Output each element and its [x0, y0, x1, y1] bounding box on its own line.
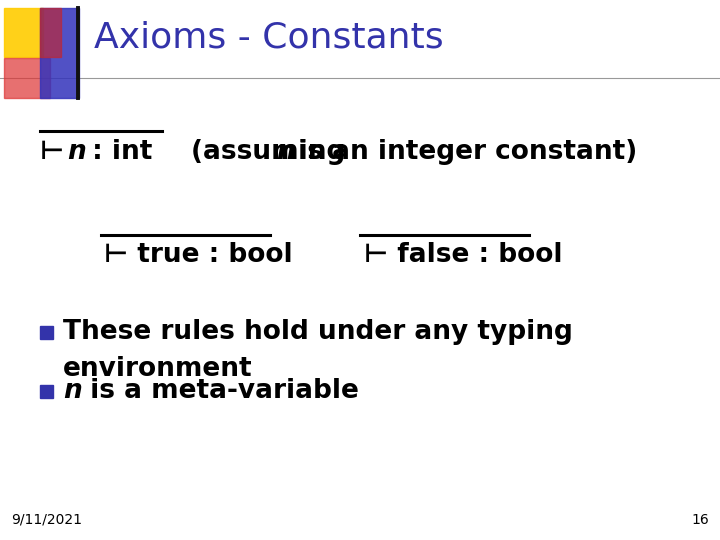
Text: Axioms - Constants: Axioms - Constants	[94, 21, 444, 55]
Bar	[40, 326, 53, 339]
Bar	[40, 8, 61, 57]
Text: These rules hold under any typing: These rules hold under any typing	[63, 319, 573, 345]
Text: ⊢: ⊢	[40, 139, 73, 165]
Text: is an integer constant): is an integer constant)	[289, 139, 637, 165]
Text: : int: : int	[83, 139, 152, 165]
Text: (assuming: (assuming	[191, 139, 354, 165]
Text: n: n	[67, 139, 86, 165]
Bar	[4, 58, 50, 98]
Bar	[40, 8, 79, 98]
Text: 16: 16	[691, 512, 709, 526]
Bar	[4, 8, 43, 57]
Text: ⊢ true : bool: ⊢ true : bool	[104, 242, 293, 268]
Text: is a meta-variable: is a meta-variable	[81, 379, 359, 404]
Text: 9/11/2021: 9/11/2021	[11, 512, 82, 526]
Bar	[40, 385, 53, 398]
Text: ⊢ false : bool: ⊢ false : bool	[364, 242, 562, 268]
Text: n: n	[276, 139, 294, 165]
Text: n: n	[63, 379, 82, 404]
Text: environment: environment	[63, 356, 253, 382]
